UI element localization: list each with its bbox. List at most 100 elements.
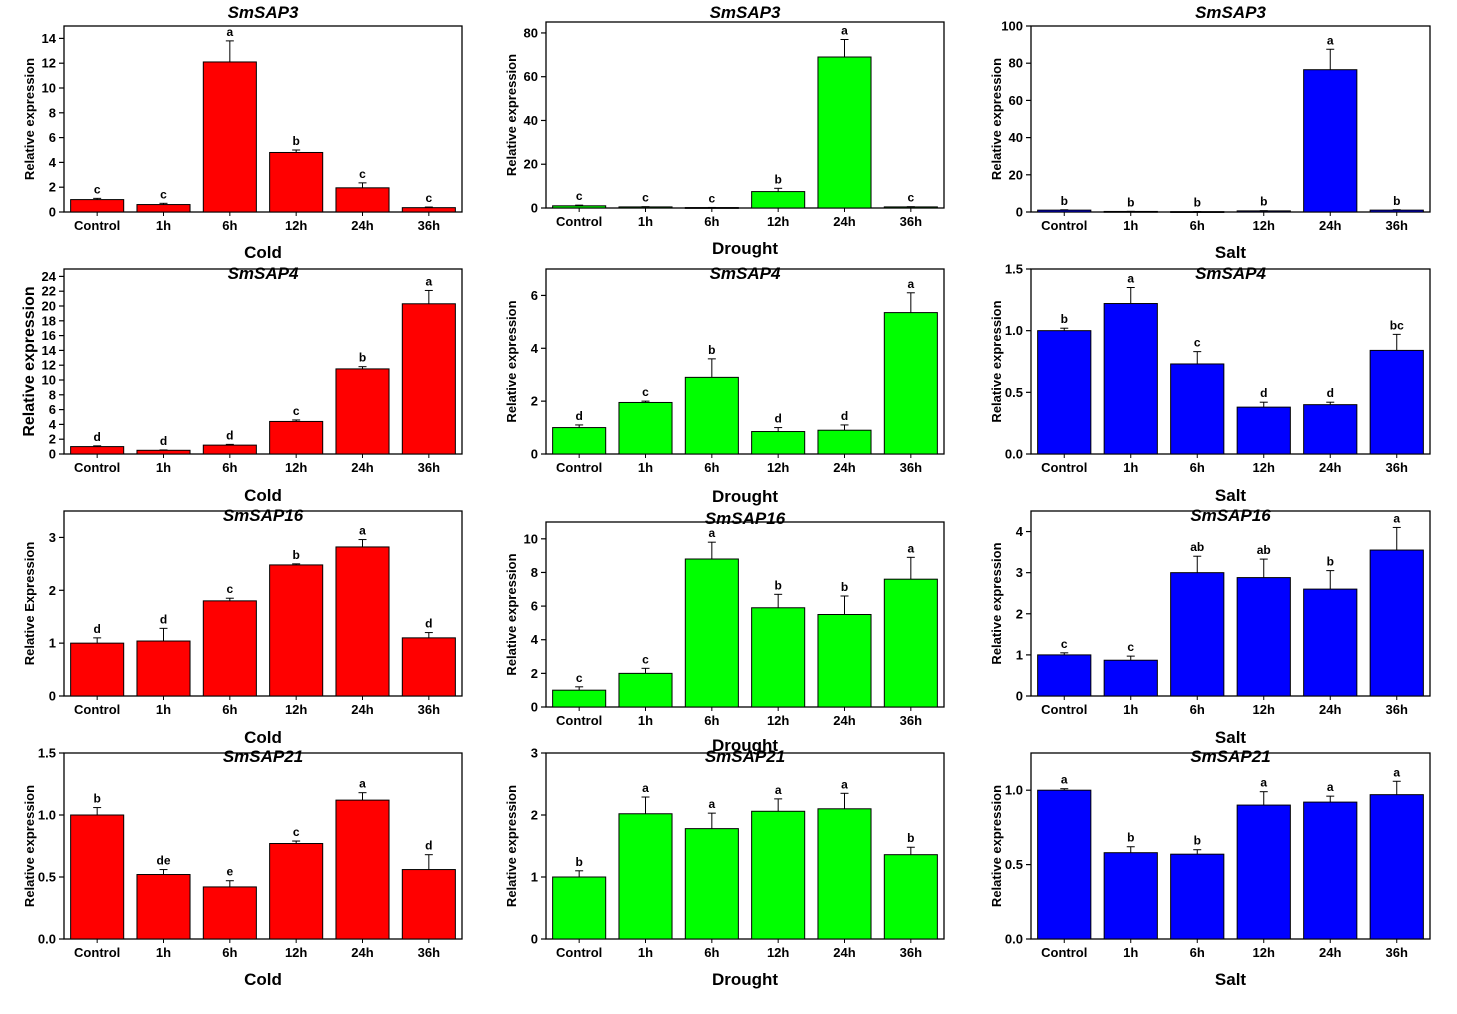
x-tick-label: Control [556, 945, 602, 960]
x-tick-label: 24h [1319, 218, 1341, 233]
chart-title: SmSAP21 [1190, 747, 1270, 766]
significance-letter: b [1327, 555, 1334, 569]
significance-letter: d [841, 409, 848, 423]
y-tick-label: 4 [49, 155, 57, 170]
bar [1170, 363, 1225, 455]
plot-frame [63, 510, 463, 697]
x-tick-label: 1h [156, 460, 171, 475]
y-tick-label: 8 [49, 387, 56, 402]
chart-panel: 0 2 4 6 8 10 c Control c 1h a 6h b 12h b 24h a 36h SmSAP16… [504, 509, 945, 755]
bar [1037, 654, 1092, 697]
bar [618, 813, 673, 940]
x-tick-label: 1h [638, 713, 653, 728]
y-axis-title: Relative expression [22, 785, 37, 907]
x-tick-label: 6h [704, 460, 719, 475]
significance-letter: d [425, 617, 432, 631]
y-tick-label: 6 [531, 599, 538, 614]
significance-letter: b [774, 172, 781, 186]
x-tick-label: 36h [418, 460, 440, 475]
significance-letter: a [226, 25, 233, 39]
significance-letter: c [293, 825, 300, 839]
y-tick-label: 2 [531, 394, 538, 409]
y-axis-title: Relative expression [504, 553, 519, 675]
x-tick-label: Control [74, 460, 120, 475]
x-tick-label: 12h [767, 460, 789, 475]
x-tick-label: 36h [418, 945, 440, 960]
x-axis-title: Drought [712, 239, 778, 258]
y-tick-label: 2 [49, 180, 56, 195]
y-tick-label: 0 [531, 447, 538, 462]
x-tick-label: 12h [285, 945, 307, 960]
y-tick-label: 40 [1009, 130, 1023, 145]
y-tick-label: 80 [1009, 56, 1023, 71]
x-tick-label: 6h [222, 945, 237, 960]
x-tick-label: Control [556, 713, 602, 728]
bar [1037, 789, 1092, 940]
significance-letter: b [1393, 194, 1400, 208]
bar [401, 637, 456, 697]
significance-letter: c [160, 187, 167, 201]
significance-letter: b [575, 855, 582, 869]
chart-panel: 0 1 2 3 4 c Control c 1h ab 6h ab 12h b 24h a 36h SmSAP16… [989, 506, 1431, 747]
x-axis-title: Cold [244, 486, 282, 505]
significance-letter: d [1327, 386, 1334, 400]
significance-letter: d [575, 409, 582, 423]
bar [684, 376, 739, 455]
x-tick-label: 6h [222, 702, 237, 717]
bar [552, 689, 607, 708]
significance-letter: d [160, 612, 167, 626]
bar [1103, 303, 1158, 455]
x-axis-title: Drought [712, 487, 778, 506]
significance-letter: b [1061, 194, 1068, 208]
x-tick-label: 12h [285, 460, 307, 475]
bar [552, 876, 607, 940]
y-tick-label: 40 [524, 113, 538, 128]
bar [335, 368, 390, 455]
bar [817, 56, 872, 209]
bar [817, 614, 872, 708]
x-tick-label: Control [74, 702, 120, 717]
y-tick-label: 4 [1016, 524, 1024, 539]
y-tick-label: 0.5 [38, 870, 56, 885]
x-tick-label: 36h [418, 218, 440, 233]
significance-letter: d [1260, 386, 1267, 400]
significance-letter: a [642, 781, 649, 795]
x-tick-label: 24h [351, 218, 373, 233]
significance-letter: b [93, 792, 100, 806]
chart-title: SmSAP21 [223, 747, 303, 766]
plot-frame [63, 25, 463, 213]
x-tick-label: Control [1041, 702, 1087, 717]
significance-letter: e [226, 865, 233, 879]
x-tick-label: 24h [1319, 945, 1341, 960]
bar [751, 810, 806, 940]
significance-letter: a [1061, 773, 1068, 787]
y-axis-title: Relative expression [989, 58, 1004, 180]
bar [269, 564, 324, 697]
x-tick-label: 6h [1190, 460, 1205, 475]
y-axis-title: Relative Expression [22, 542, 37, 666]
y-tick-label: 3 [531, 746, 538, 761]
x-tick-label: Control [1041, 218, 1087, 233]
x-tick-label: 1h [156, 702, 171, 717]
x-tick-label: 36h [900, 713, 922, 728]
y-tick-label: 24 [42, 269, 57, 284]
x-tick-label: 24h [833, 460, 855, 475]
x-tick-label: 24h [833, 214, 855, 229]
bar [1303, 69, 1358, 213]
bar [202, 600, 257, 697]
significance-letter: b [774, 578, 781, 592]
significance-letter: a [841, 777, 848, 791]
bar [1103, 659, 1158, 697]
y-tick-label: 0.5 [1005, 857, 1023, 872]
bar [1037, 330, 1092, 455]
x-tick-label: 6h [1190, 218, 1205, 233]
significance-letter: b [907, 831, 914, 845]
bar [618, 401, 673, 455]
x-tick-label: Control [74, 945, 120, 960]
y-tick-label: 6 [49, 130, 56, 145]
significance-letter: ab [1190, 540, 1204, 554]
chart-panel: 0 1 2 3 b Control a 1h a 6h a 12h a 24h b 36h SmSAP21 Dro… [504, 746, 945, 989]
significance-letter: c [642, 191, 649, 205]
bar [1369, 209, 1424, 213]
x-tick-label: Control [556, 460, 602, 475]
